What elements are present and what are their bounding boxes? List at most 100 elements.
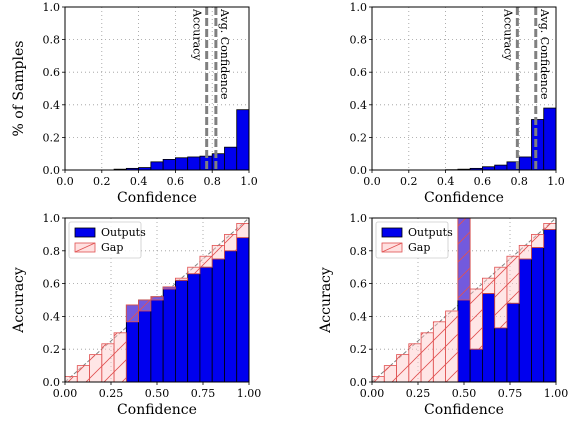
outputs-bar <box>506 302 520 383</box>
histogram-bar <box>224 146 238 171</box>
histogram-bar <box>518 156 532 171</box>
x-tick-label: 0.0 <box>363 175 381 188</box>
y-tick-label: 0.2 <box>350 343 368 356</box>
panel-top-left: Accuracy Avg. Confidence 0.0 0.2 0.4 0.6 0.8 1.… <box>11 1 258 206</box>
x-tick-label: 1.0 <box>240 175 258 188</box>
legend: Outputs Gap <box>68 221 146 259</box>
outputs-bar <box>494 327 508 383</box>
panel-bottom-right: Outputs Gap 0.00 0.25 0.50 0.75 1.00 0.0 0.2 0.4 0… <box>318 212 568 418</box>
x-axis-label: Confidence <box>117 402 197 418</box>
gap-bar-hatch <box>163 286 176 290</box>
x-axis-label: Confidence <box>117 190 197 206</box>
outputs-bar <box>518 258 532 383</box>
x-tick-label: 0.6 <box>474 175 492 188</box>
histogram-bar <box>162 159 176 171</box>
outputs-bar <box>174 279 189 383</box>
x-tick-label: 0.50 <box>452 387 477 400</box>
x-tick-label: 1.00 <box>544 387 569 400</box>
y-tick-label: 0.4 <box>350 99 368 112</box>
y-tick-label: 0.2 <box>350 131 368 144</box>
y-tick-label: 0.4 <box>43 99 61 112</box>
gap-bar-hatch <box>77 365 90 382</box>
outputs-bar <box>224 250 238 383</box>
x-axis-label: Confidence <box>424 190 504 206</box>
y-tick-label: 0.4 <box>350 310 368 323</box>
x-tick-label: 1.0 <box>547 175 565 188</box>
histogram-bar <box>543 107 557 171</box>
gap-bar-hatch <box>114 332 127 382</box>
y-axis-label: Accuracy <box>11 267 27 334</box>
gap-bar-hatch <box>187 267 200 274</box>
outputs-bar <box>531 247 545 383</box>
x-tick-label: 0.8 <box>203 175 221 188</box>
histogram-bar <box>211 153 225 171</box>
legend-label-gap: Gap <box>101 241 123 254</box>
legend-swatch-outputs <box>74 227 96 238</box>
y-tick-label: 0.8 <box>43 34 61 47</box>
gap-bar-hatch <box>372 376 385 382</box>
histogram-bar <box>531 119 545 171</box>
y-tick-label: 0.8 <box>350 245 368 258</box>
histogram-bar <box>174 157 189 171</box>
x-tick-label: 0.2 <box>400 175 418 188</box>
histogram-bar <box>236 109 250 171</box>
y-tick-label: 0.0 <box>43 164 61 177</box>
panel-top-right: Accuracy Avg. Confidence 0.0 0.2 0.4 0.6 0.8 1.… <box>350 1 565 206</box>
gap-bar-hatch <box>65 376 78 382</box>
outputs-bar <box>150 296 164 383</box>
legend-swatch-outputs <box>381 227 403 238</box>
outputs-bar <box>162 286 176 383</box>
x-tick-label: 1.00 <box>237 387 262 400</box>
y-tick-label: 0.6 <box>43 66 61 79</box>
y-axis-label: Accuracy <box>318 267 334 334</box>
x-tick-label: 0.75 <box>498 387 523 400</box>
gap-bar-hatch <box>421 332 434 382</box>
gap-bar-hatch <box>531 234 544 248</box>
x-axis-label: Confidence <box>424 402 504 418</box>
histogram-bar <box>187 156 201 171</box>
avg-confidence-annotation: Avg. Confidence <box>218 8 231 100</box>
legend-swatch-gap-hatch <box>74 242 96 253</box>
y-tick-label: 0.0 <box>43 376 61 389</box>
outputs-bar <box>469 348 483 383</box>
y-tick-label: 0.0 <box>350 164 368 177</box>
x-tick-label: 0.75 <box>191 387 216 400</box>
gap-bar-hatch <box>519 245 532 259</box>
gap-bar-hatch <box>457 218 471 300</box>
gap-bar-hatch <box>199 256 213 268</box>
outputs-bar <box>138 299 152 383</box>
gap-bar-hatch <box>126 304 139 322</box>
x-tick-label: 0.4 <box>437 175 455 188</box>
x-tick-label: 0.6 <box>167 175 185 188</box>
gap-bar-hatch <box>543 223 556 230</box>
outputs-bar <box>211 258 225 383</box>
x-tick-label: 0.00 <box>360 387 385 400</box>
y-tick-label: 0.4 <box>43 310 61 323</box>
outputs-bar <box>481 293 496 383</box>
x-tick-label: 0.25 <box>406 387 431 400</box>
gap-bar-hatch <box>470 289 483 350</box>
outputs-bar <box>187 273 201 383</box>
histogram-bar <box>150 161 164 171</box>
accuracy-annotation: Accuracy <box>191 8 204 61</box>
y-tick-label: 1.0 <box>43 212 61 225</box>
gap-bar-hatch <box>433 321 446 382</box>
accuracy-annotation: Accuracy <box>501 8 514 61</box>
gap-bar-hatch <box>494 267 507 328</box>
gap-bar-hatch <box>224 234 237 251</box>
gap-bar-hatch <box>175 278 188 281</box>
x-tick-label: 0.0 <box>56 175 74 188</box>
gap-bar-hatch <box>212 245 225 259</box>
y-tick-label: 0.8 <box>350 34 368 47</box>
outputs-bar <box>543 229 557 383</box>
outputs-bar <box>236 237 250 383</box>
panel-bottom-left: Outputs Gap 0.00 0.25 0.50 0.75 1.00 0.0 0.2 0.4 0… <box>11 212 261 418</box>
y-tick-label: 0.6 <box>350 278 368 291</box>
gap-bar-hatch <box>506 256 520 304</box>
avg-confidence-annotation: Avg. Confidence <box>538 8 551 100</box>
legend-label-gap: Gap <box>408 241 430 254</box>
y-tick-label: 1.0 <box>350 212 368 225</box>
outputs-bar <box>199 266 213 383</box>
gap-bar-hatch <box>384 365 397 382</box>
gap-bar-hatch <box>482 278 495 294</box>
